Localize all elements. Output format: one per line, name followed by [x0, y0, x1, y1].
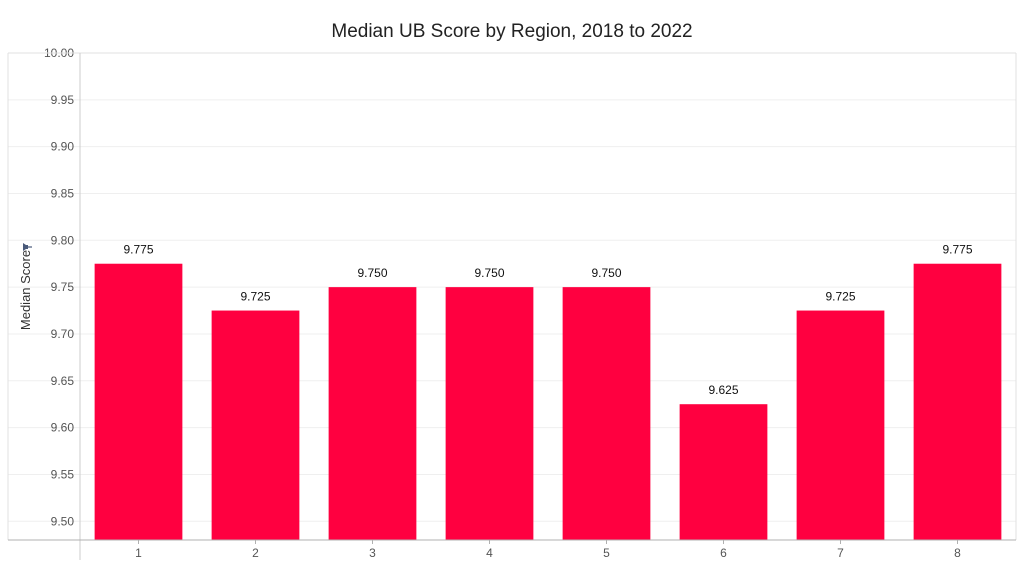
- y-tick-label: 9.50: [51, 514, 75, 528]
- bar[interactable]: [94, 263, 183, 540]
- x-tick-label: 4: [486, 546, 493, 560]
- bar[interactable]: [211, 310, 300, 540]
- x-tick-label: 7: [837, 546, 844, 560]
- y-tick-label: 9.55: [51, 467, 75, 481]
- y-tick-label: 9.95: [51, 93, 75, 107]
- x-axis-ticks: 1 2 3 4 5 6 7 8: [135, 540, 961, 560]
- y-axis-label: Median Score: [18, 250, 33, 330]
- bar-value-label: 9.750: [474, 266, 504, 280]
- bar-value-label: 9.750: [357, 266, 387, 280]
- y-tick-label: 9.70: [51, 327, 75, 341]
- y-tick-label: 9.60: [51, 421, 75, 435]
- bars: [94, 263, 1002, 540]
- bar-value-label: 9.775: [942, 243, 972, 257]
- bar[interactable]: [562, 287, 651, 540]
- x-tick-label: 3: [369, 546, 376, 560]
- y-tick-label: 9.90: [51, 140, 75, 154]
- y-tick-label: 9.65: [51, 374, 75, 388]
- bar[interactable]: [445, 287, 534, 540]
- bar[interactable]: [796, 310, 885, 540]
- y-tick-label: 9.75: [51, 280, 75, 294]
- data-labels: 9.775 9.725 9.750 9.750 9.750 9.625 9.725 9.775: [123, 243, 972, 397]
- bar[interactable]: [679, 404, 768, 540]
- bar-value-label: 9.725: [240, 290, 270, 304]
- x-tick-label: 1: [135, 546, 142, 560]
- x-tick-label: 5: [603, 546, 610, 560]
- pin-icon: [23, 243, 32, 251]
- y-tick-label: 9.85: [51, 186, 75, 200]
- x-tick-label: 8: [954, 546, 961, 560]
- x-tick-label: 2: [252, 546, 259, 560]
- bar-value-label: 9.750: [591, 266, 621, 280]
- bar-value-label: 9.775: [123, 243, 153, 257]
- bar-value-label: 9.625: [708, 383, 738, 397]
- x-tick-label: 6: [720, 546, 727, 560]
- y-tick-label: 9.80: [51, 233, 75, 247]
- bar[interactable]: [913, 263, 1002, 540]
- chart-title: Median UB Score by Region, 2018 to 2022: [331, 21, 692, 42]
- y-axis-ticks: 9.50 9.55 9.60 9.65 9.70 9.75 9.80 9.85 9.90 9.95…: [44, 46, 74, 528]
- bar[interactable]: [328, 287, 417, 540]
- bar-value-label: 9.725: [825, 290, 855, 304]
